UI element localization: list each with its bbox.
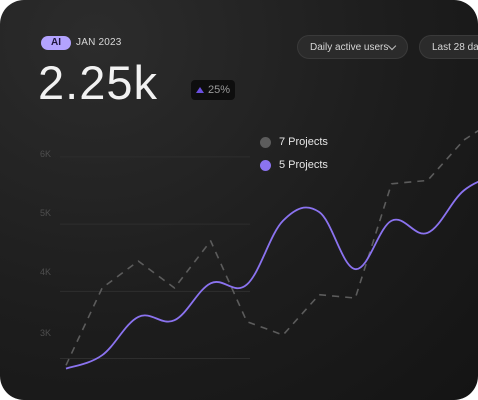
ai-badge: AI [41, 36, 71, 50]
series-line-7-projects [65, 129, 478, 366]
metric-dropdown-label: Daily active users [310, 42, 389, 53]
range-dropdown-label: Last 28 days [432, 42, 478, 53]
legend-item-5-projects: 5 Projects [260, 159, 328, 171]
delta-percent: 25% [207, 84, 231, 96]
period-label: JAN 2023 [76, 37, 122, 48]
y-tick-label: 6K [40, 149, 52, 159]
legend-item-7-projects: 7 Projects [260, 136, 328, 148]
metric-value: 2.25k [38, 56, 158, 109]
y-tick-label: 3K [40, 328, 52, 338]
metric-dropdown[interactable]: Daily active users [297, 35, 408, 59]
delta-badge: 25% [191, 80, 235, 100]
y-tick-label: 5K [40, 208, 52, 218]
triangle-up-icon [195, 87, 204, 93]
legend-label-5-projects: 5 Projects [279, 159, 328, 171]
legend-label-7-projects: 7 Projects [279, 136, 328, 148]
legend-swatch-7-projects [260, 136, 271, 148]
range-dropdown[interactable]: Last 28 days [419, 35, 478, 59]
y-tick-label: 4K [40, 267, 52, 277]
legend-swatch-5-projects [260, 159, 271, 171]
series-line-5-projects [65, 180, 478, 370]
